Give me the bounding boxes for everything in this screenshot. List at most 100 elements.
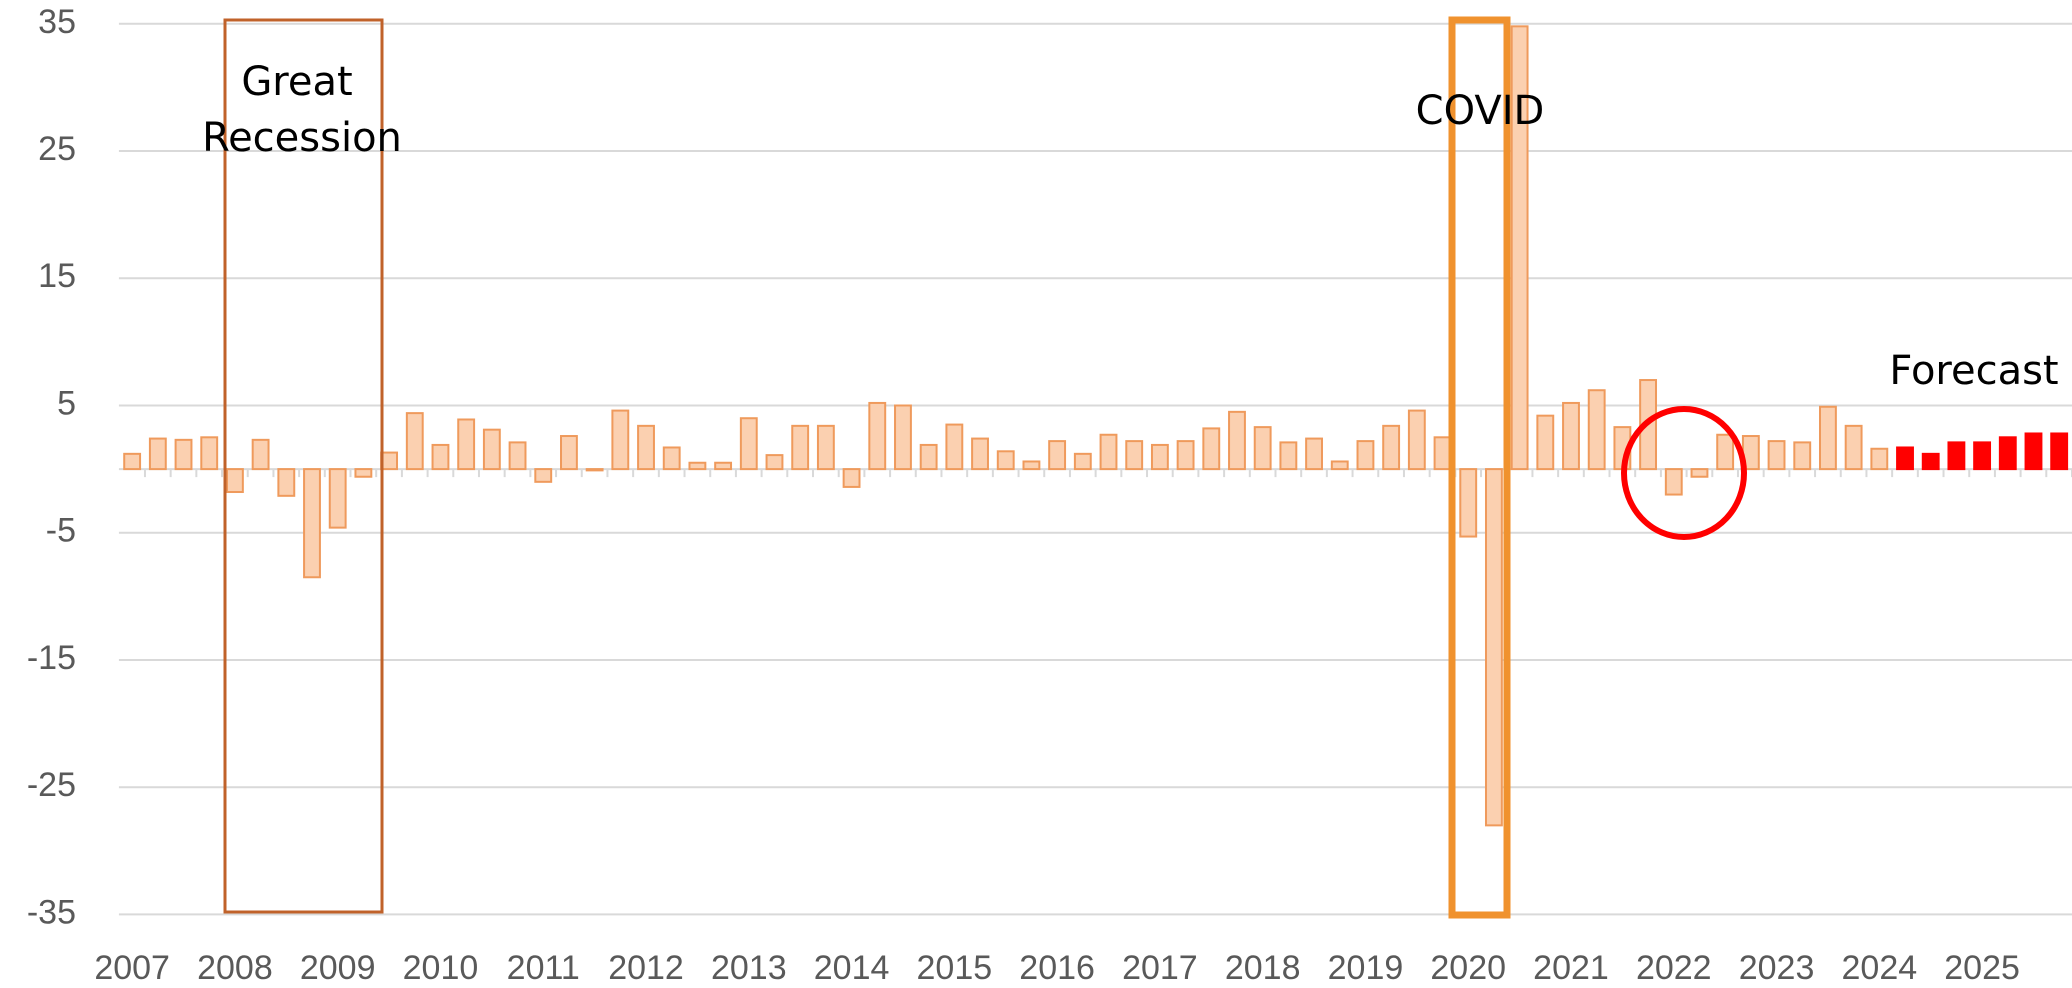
x-tick-label: 2009 (300, 949, 376, 987)
bar (200, 436, 219, 471)
bar (457, 418, 476, 471)
bar (1870, 447, 1889, 471)
bar (1330, 460, 1349, 471)
x-tick-label: 2008 (197, 949, 273, 987)
bar (1176, 440, 1195, 471)
bar (1356, 440, 1375, 471)
y-tick-label: -5 (46, 512, 76, 550)
bar (405, 412, 424, 471)
bar (688, 461, 707, 471)
y-tick-label: 35 (38, 3, 76, 41)
bar (765, 454, 784, 471)
bar (354, 468, 373, 478)
bar (842, 468, 861, 488)
grid (118, 22, 2072, 916)
y-tick-label: -35 (27, 893, 76, 931)
annotation: COVID (1416, 88, 1545, 134)
bar (1690, 468, 1709, 478)
x-tick-label: 2024 (1842, 949, 1918, 987)
bar (714, 461, 733, 471)
bar (1202, 427, 1221, 471)
bar (1947, 441, 1966, 471)
bar (2050, 432, 2069, 471)
bar (534, 468, 553, 483)
bar (380, 451, 399, 471)
bar (945, 423, 964, 471)
bar (1510, 25, 1529, 471)
bar (1664, 468, 1683, 496)
x-tick-label: 2020 (1430, 949, 1506, 987)
y-tick-label: 25 (38, 130, 76, 168)
x-tick-label: 2019 (1328, 949, 1404, 987)
bar (971, 437, 989, 471)
bar (868, 401, 887, 471)
x-tick-label: 2022 (1636, 949, 1712, 987)
x-tick-label: 2012 (608, 949, 684, 987)
x-tick-label: 2017 (1122, 949, 1198, 987)
y-tick-label: 5 (57, 384, 76, 422)
bar (123, 452, 142, 471)
bar (1921, 452, 1940, 471)
bar (1998, 436, 2017, 471)
bar (662, 446, 681, 471)
bar (508, 441, 527, 471)
bar (2024, 432, 2043, 471)
x-tick-label: 2016 (1019, 949, 1095, 987)
annotation: Great Recession (202, 59, 402, 161)
x-tick-label: 2013 (711, 949, 787, 987)
bar (791, 424, 810, 471)
bar (1022, 460, 1041, 471)
bar (560, 435, 578, 471)
recession-box (223, 18, 384, 914)
bar (1228, 410, 1246, 471)
bar (816, 424, 835, 471)
x-tick-label: 2015 (917, 949, 993, 987)
bar (996, 450, 1015, 471)
bar (1536, 414, 1555, 471)
bar (1484, 468, 1503, 827)
x-tick-label: 2021 (1533, 949, 1609, 987)
bar (919, 443, 938, 471)
bar (1459, 468, 1478, 538)
bar (251, 438, 270, 471)
bar (585, 468, 604, 472)
bar (1150, 443, 1169, 471)
y-tick-label: -15 (27, 639, 76, 677)
x-tick-label: 2023 (1739, 949, 1815, 987)
bar (225, 468, 244, 494)
bar (1767, 440, 1786, 471)
bar (148, 437, 167, 471)
bar (1716, 433, 1735, 471)
bar (1253, 426, 1272, 471)
bar (1099, 433, 1118, 471)
y-tick-label: -25 (27, 766, 76, 804)
bar (328, 468, 347, 529)
bar (174, 438, 193, 471)
bar (1844, 424, 1863, 471)
bar (739, 417, 758, 471)
bar (1382, 424, 1401, 471)
bars (123, 25, 2069, 827)
x-tick-label: 2011 (507, 949, 580, 987)
bar (1587, 389, 1606, 471)
bar (1073, 452, 1092, 471)
bar (482, 428, 501, 471)
bar (1279, 441, 1298, 471)
bar (277, 468, 296, 497)
bar (894, 404, 912, 471)
bar (1562, 401, 1580, 471)
y-tick-label: 15 (38, 257, 76, 295)
bar (1433, 436, 1452, 471)
covid-box (1448, 16, 1511, 919)
bar (611, 409, 630, 471)
bar (1896, 446, 1914, 471)
bar (1048, 440, 1067, 471)
bar (1973, 441, 1992, 471)
highlight-circle (1621, 406, 1747, 540)
annotation: Forecast (1889, 348, 2058, 394)
bar (1407, 409, 1426, 471)
x-tick-label: 2007 (94, 949, 170, 987)
x-tick-label: 2025 (1944, 949, 2020, 987)
x-tick-label: 2018 (1225, 949, 1301, 987)
